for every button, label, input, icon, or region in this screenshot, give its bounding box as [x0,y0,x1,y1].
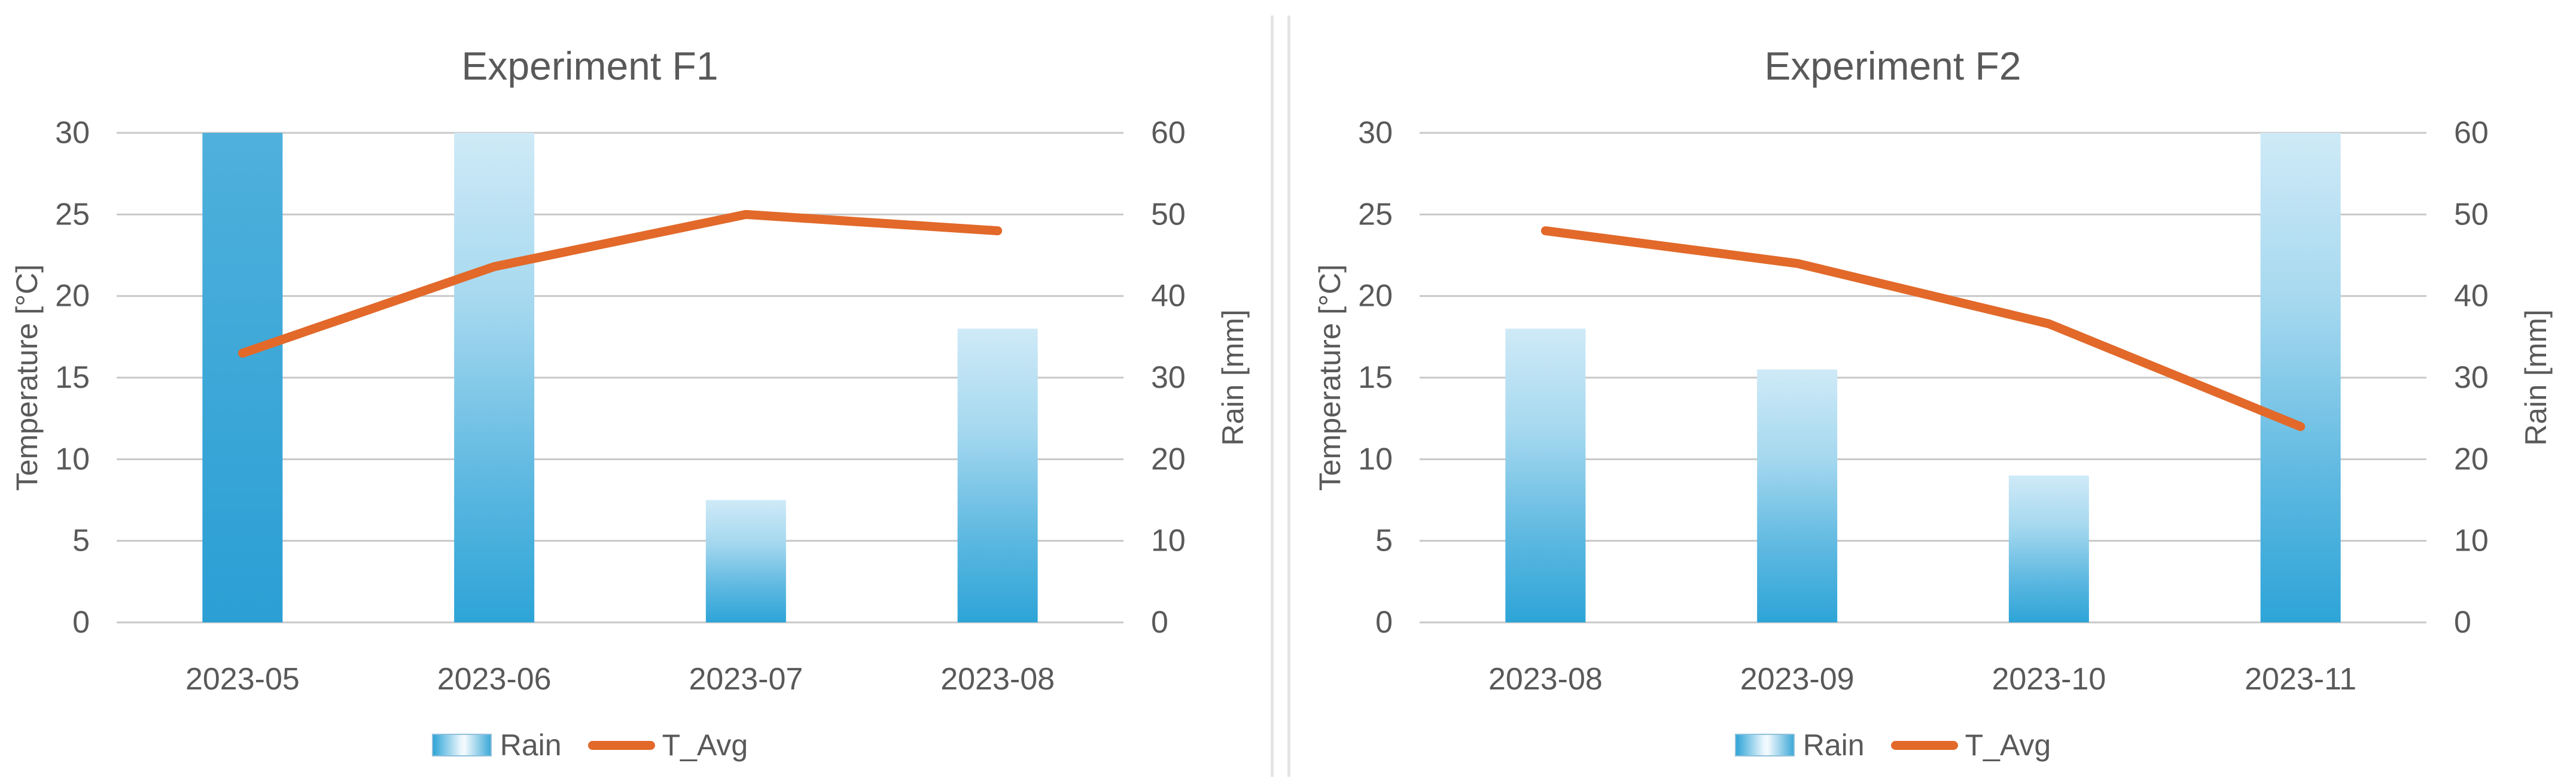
x-tick-label: 2023-08 [1488,662,1603,697]
legend-rain-swatch-icon [431,734,492,756]
card-divider-right [1287,16,1290,777]
legend-rain-label: Rain [500,728,562,762]
bar-2023-09 [1757,369,1838,622]
legend-tavg-label: T_Avg [1965,728,2051,762]
legend-rain-swatch-icon [1734,734,1795,756]
tavg-line [237,209,1003,358]
bar-2023-11 [2260,133,2341,622]
bar-2023-05 [202,133,283,622]
x-tick-label: 2023-07 [689,662,803,697]
gridlines [117,132,1123,624]
y-right-tick-label: 40 [2454,279,2489,314]
y-left-tick-label: 0 [72,605,90,640]
y-right-tick-label: 10 [2454,524,2489,558]
x-tick-label: 2023-09 [1740,662,1855,697]
y-right-tick-label: 20 [1151,442,1186,476]
y-left-tick-label: 25 [1358,197,1393,232]
y-right-tick-label: 60 [1151,116,1186,150]
y-right-tick-label: 30 [2454,360,2489,395]
y-right-axis-title-f1: Rain [mm] [1216,309,1250,446]
chart-card-f1: 0 5 10 15 20 25 30 0 10 20 30 40 50 60 2023-05 2023-06 2… [0,0,1273,784]
bar-2023-08 [1505,329,1586,622]
chart-f2-plot-canvas: 0 5 10 15 20 25 30 0 10 20 30 40 50 60 2023-08 2023-09 2… [1358,116,2489,697]
chart-card-f2: 0 5 10 15 20 25 30 0 10 20 30 40 50 60 2023-08 2023-09 2… [1303,0,2576,784]
y-left-tick-label: 0 [1375,605,1393,640]
y-right-tick-label: 60 [2454,116,2489,150]
bar-2023-08 [957,329,1038,622]
y-right-tick-label: 40 [1151,279,1186,314]
chart-title-f2: Experiment F2 [1764,44,2021,88]
y-right-tick-label: 10 [1151,524,1186,558]
y-left-tick-label: 15 [55,360,90,395]
y-right-axis-title-f2: Rain [mm] [2519,309,2553,446]
y-left-tick-label: 15 [1358,360,1393,395]
y-right-tick-label: 0 [2454,605,2471,640]
y-left-tick-label: 20 [55,279,90,314]
bar-2023-07 [705,500,786,622]
legend-rain-label: Rain [1802,728,1865,762]
x-tick-label: 2023-06 [437,662,552,697]
gridlines [1420,132,2426,624]
y-left-tick-label: 10 [55,442,90,476]
x-tick-label: 2023-08 [940,662,1055,697]
legend-f1: Rain T_Avg [0,728,1180,762]
y-left-tick-label: 30 [55,116,90,150]
y-left-tick-label: 30 [1358,116,1393,150]
x-tick-label: 2023-11 [2245,662,2356,697]
y-left-axis-title-f2: Temperature [°C] [1313,264,1347,491]
bar-2023-06 [454,133,535,622]
y-right-tick-label: 30 [1151,360,1186,395]
y-left-tick-label: 20 [1358,279,1393,314]
tavg-line [1540,226,2306,431]
y-right-tick-label: 50 [1151,197,1186,232]
card-divider-left [1271,16,1274,777]
x-tick-label: 2023-10 [1992,662,2106,697]
legend-f2: Rain T_Avg [1303,728,2483,762]
bar-2023-10 [2008,475,2089,622]
x-tick-label: 2023-05 [185,662,300,697]
legend-tavg-label: T_Avg [662,728,748,762]
y-right-tick-label: 20 [2454,442,2489,476]
legend-tavg-line-icon [587,740,655,750]
legend-tavg-line-icon [1890,740,1958,750]
chart-f1-plot-canvas: 0 5 10 15 20 25 30 0 10 20 30 40 50 60 2023-05 2023-06 2… [55,116,1186,697]
y-left-tick-label: 10 [1358,442,1393,476]
y-left-tick-label: 5 [72,524,90,558]
chart-title-f1: Experiment F1 [461,44,718,88]
y-left-axis-title-f1: Temperature [°C] [10,264,44,491]
y-right-tick-label: 50 [2454,197,2489,232]
y-left-tick-label: 25 [55,197,90,232]
y-left-tick-label: 5 [1375,524,1393,558]
y-right-tick-label: 0 [1151,605,1168,640]
